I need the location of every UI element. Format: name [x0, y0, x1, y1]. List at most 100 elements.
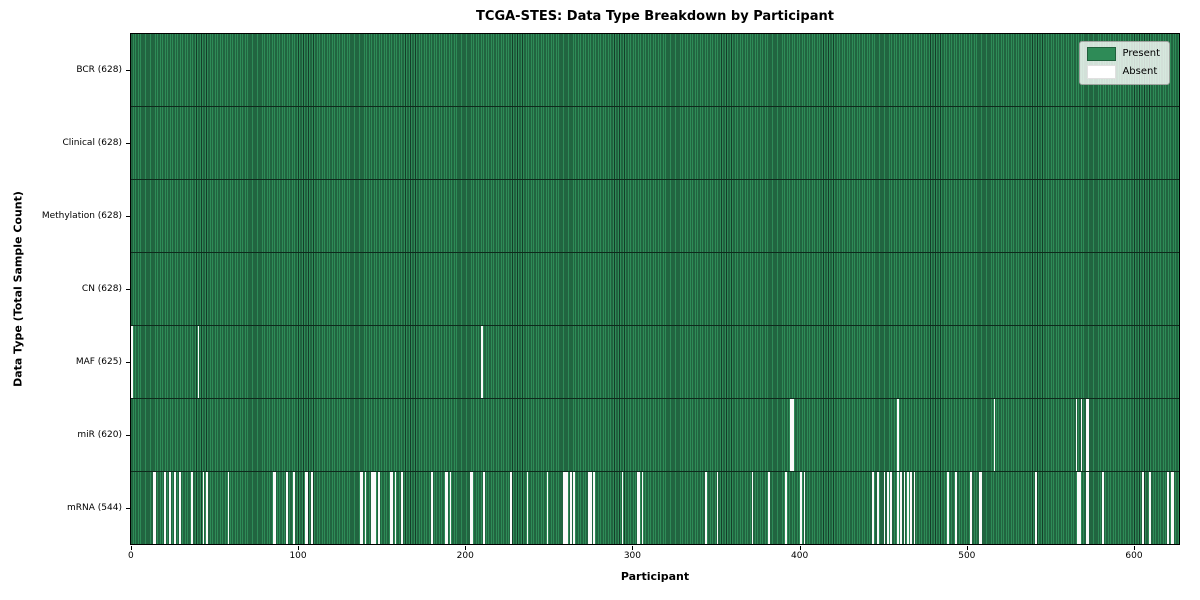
- absent-mark: [768, 472, 771, 544]
- absent-mark: [164, 472, 167, 544]
- absent-mark: [509, 472, 512, 544]
- y-tick-label: miR (620): [77, 430, 122, 441]
- y-tick-label: CN (628): [81, 284, 122, 294]
- absent-mark: [588, 472, 590, 544]
- heatmap-row-cn: [131, 253, 1179, 326]
- absent-mark: [449, 472, 452, 544]
- absent-mark: [526, 472, 529, 544]
- absent-mark: [1085, 399, 1088, 471]
- x-tick-mark: [130, 546, 132, 550]
- absent-mark: [947, 472, 949, 544]
- absent-mark: [785, 472, 787, 544]
- absent-mark: [913, 472, 916, 544]
- absent-mark: [304, 472, 307, 544]
- absent-mark: [900, 472, 902, 544]
- absent-mark: [197, 326, 200, 398]
- absent-mark: [1087, 399, 1089, 471]
- legend-entry-present: Present: [1087, 47, 1160, 61]
- heatmap-row-clinical: [131, 107, 1179, 180]
- legend-label-present: Present: [1122, 48, 1160, 59]
- absent-mark: [1142, 472, 1144, 544]
- absent-mark: [970, 472, 973, 544]
- absent-mark: [1080, 399, 1083, 471]
- absent-mark: [359, 472, 362, 544]
- absent-mark: [871, 472, 874, 544]
- absent-mark: [206, 472, 208, 544]
- absent-mark: [589, 472, 592, 544]
- y-tick-mark: [126, 362, 130, 364]
- y-tick-mark: [126, 289, 130, 290]
- absent-mark: [1078, 472, 1081, 544]
- y-tick-mark: [126, 215, 130, 217]
- y-tick-label: BCR (628): [76, 64, 122, 75]
- absent-mark: [227, 472, 230, 544]
- x-tick-mark: [465, 546, 467, 550]
- y-tick-mark: [126, 69, 130, 71]
- absent-mark: [431, 472, 434, 544]
- legend-label-absent: Absent: [1122, 66, 1158, 77]
- absent-mark: [1172, 472, 1174, 544]
- absent-mark: [705, 472, 707, 544]
- absent-mark: [569, 472, 572, 544]
- absent-mark: [374, 472, 377, 544]
- absent-mark: [1075, 399, 1078, 471]
- absent-swatch-icon: [1087, 65, 1117, 79]
- absent-mark: [152, 472, 155, 544]
- absent-mark: [1170, 472, 1173, 544]
- absent-mark: [446, 472, 449, 544]
- absent-mark: [391, 472, 394, 544]
- legend: Present Absent: [1079, 41, 1170, 85]
- absent-mark: [906, 472, 909, 544]
- absent-mark: [1167, 472, 1169, 544]
- absent-mark: [896, 399, 899, 471]
- x-tick-label: 0: [127, 551, 134, 561]
- absent-mark: [546, 472, 549, 544]
- x-tick-label: 300: [623, 551, 642, 561]
- y-tick-label: mRNA (544): [67, 503, 122, 514]
- absent-mark: [272, 472, 275, 544]
- absent-mark: [372, 472, 375, 544]
- absent-mark: [890, 472, 892, 544]
- absent-mark: [716, 472, 719, 544]
- absent-mark: [978, 472, 981, 544]
- legend-entry-absent: Absent: [1087, 65, 1160, 79]
- absent-mark: [169, 472, 172, 544]
- absent-mark: [1102, 472, 1104, 544]
- absent-mark: [1035, 472, 1038, 544]
- x-tick-mark: [966, 546, 968, 550]
- absent-mark: [311, 472, 313, 544]
- absent-mark: [1148, 472, 1151, 544]
- absent-mark: [444, 472, 447, 544]
- absent-mark: [1077, 472, 1079, 544]
- y-tick-mark: [126, 435, 130, 437]
- absent-mark: [638, 472, 640, 544]
- absent-mark: [471, 472, 474, 544]
- absent-mark: [573, 472, 575, 544]
- absent-mark: [876, 472, 879, 544]
- absent-mark: [481, 326, 484, 398]
- absent-mark: [886, 472, 889, 544]
- absent-mark: [286, 472, 288, 544]
- y-tick-label: Methylation (628): [41, 210, 122, 221]
- absent-mark: [483, 472, 485, 544]
- absent-mark: [751, 472, 754, 544]
- absent-mark: [803, 472, 806, 544]
- absent-mark: [1085, 472, 1088, 544]
- absent-mark: [790, 399, 792, 471]
- y-tick-mark: [126, 142, 130, 144]
- absent-mark: [563, 472, 565, 544]
- absent-mark: [980, 472, 983, 544]
- x-tick-mark: [799, 546, 801, 550]
- absent-mark: [955, 472, 958, 544]
- absent-mark: [371, 472, 373, 544]
- heatmap-row-maf: [131, 326, 1179, 399]
- absent-mark: [202, 472, 205, 544]
- absent-mark: [883, 472, 886, 544]
- heatmap-row-bcr: [131, 34, 1179, 107]
- absent-mark: [564, 472, 567, 544]
- absent-mark: [179, 472, 182, 544]
- absent-mark: [191, 472, 193, 544]
- x-tick-mark: [298, 546, 300, 550]
- absent-mark: [903, 472, 906, 544]
- x-tick-mark: [632, 546, 634, 550]
